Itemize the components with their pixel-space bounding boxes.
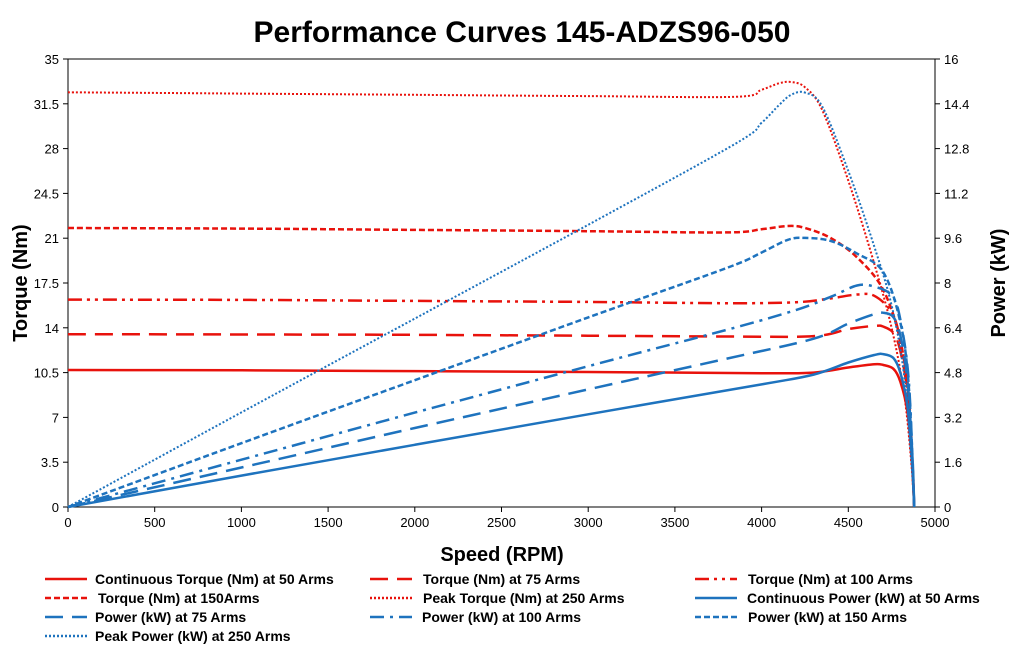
- y-tick-label: 28: [45, 142, 59, 157]
- plot-frame: [67, 58, 936, 508]
- y-tick-label: 31.5: [34, 97, 59, 112]
- legend-item: Continuous Power (kW) at 50 Arms: [695, 590, 980, 606]
- y-tick-label: 17.5: [34, 276, 59, 291]
- legend-label: Torque (Nm) at 150Arms: [98, 590, 260, 606]
- legend-item: Power (kW) at 75 Arms: [45, 609, 246, 625]
- x-tick-label: 500: [144, 515, 166, 530]
- legend-label: Power (kW) at 100 Arms: [422, 609, 581, 625]
- x-tick-label: 0: [64, 515, 71, 530]
- legend-item: Peak Torque (Nm) at 250 Arms: [370, 590, 625, 606]
- y2-tick-label: 1.6: [944, 455, 962, 470]
- x-tick-label: 4000: [747, 515, 776, 530]
- x-tick-label: 3000: [574, 515, 603, 530]
- legend-item: Torque (Nm) at 75 Arms: [370, 571, 580, 587]
- series-line-6: [67, 352, 916, 509]
- x-tick-label: 5000: [921, 515, 950, 530]
- y-tick-label: 24.5: [34, 186, 59, 201]
- x-axis-ticks: 0 500 1000 1500 2000 2500 3000 3500 4000 4500 5000: [64, 507, 949, 530]
- y-axis-ticks: 0 3.5 7 10.5 14 17.5 21 24.5 28 31.5 35: [34, 52, 68, 515]
- legend-item: Power (kW) at 100 Arms: [370, 609, 581, 625]
- x-tick-label: 1000: [227, 515, 256, 530]
- y2-tick-label: 6.4: [944, 321, 962, 336]
- legend-label: Continuous Torque (Nm) at 50 Arms: [95, 571, 334, 587]
- y-tick-label: 35: [45, 52, 59, 67]
- legend-label: Continuous Power (kW) at 50 Arms: [747, 590, 980, 606]
- series-line-5: [67, 80, 916, 508]
- series-line-10: [67, 90, 916, 508]
- y-axis-title: Torque (Nm): [10, 224, 32, 341]
- y-tick-label: 14: [45, 321, 59, 336]
- x-tick-label: 1500: [314, 515, 343, 530]
- legend-item: Torque (Nm) at 100 Arms: [695, 571, 913, 587]
- x-tick-label: 2500: [487, 515, 516, 530]
- series-line-9: [67, 236, 916, 509]
- series-line-1: [67, 362, 916, 508]
- legend-label: Torque (Nm) at 75 Arms: [423, 571, 580, 587]
- legend-label: Power (kW) at 75 Arms: [95, 609, 246, 625]
- series-line-2: [67, 324, 916, 508]
- x-tick-label: 2000: [400, 515, 429, 530]
- series-line-3: [67, 292, 916, 508]
- series-line-7: [67, 311, 916, 509]
- y-tick-label: 0: [52, 500, 59, 515]
- y2-tick-label: 0: [944, 500, 951, 515]
- chart-title: Performance Curves 145-ADZS96-050: [254, 16, 791, 49]
- legend-label: Peak Torque (Nm) at 250 Arms: [423, 590, 625, 606]
- y2-tick-label: 16: [944, 52, 958, 67]
- legend-label: Power (kW) at 150 Arms: [748, 609, 907, 625]
- y2-tick-label: 9.6: [944, 231, 962, 246]
- y2-tick-label: 14.4: [944, 97, 969, 112]
- y2-tick-label: 8: [944, 276, 951, 291]
- y2-tick-label: 11.2: [944, 186, 968, 201]
- plot-area: [67, 58, 936, 508]
- legend: Continuous Torque (Nm) at 50 Arms Torque …: [45, 571, 980, 644]
- legend-item: Power (kW) at 150 Arms: [695, 609, 907, 625]
- series-line-8: [67, 283, 916, 509]
- series-line-4: [67, 224, 916, 508]
- y2-tick-label: 4.8: [944, 366, 962, 381]
- y-tick-label: 3.5: [41, 455, 59, 470]
- y2-axis-ticks: 0 1.6 3.2 4.8 6.4 8 9.6 11.2 12.8 14.4 16: [935, 52, 969, 515]
- x-tick-label: 3500: [660, 515, 689, 530]
- y-tick-label: 10.5: [34, 366, 59, 381]
- legend-item: Peak Power (kW) at 250 Arms: [45, 628, 291, 644]
- x-axis-title: Speed (RPM): [440, 544, 563, 566]
- legend-label: Torque (Nm) at 100 Arms: [748, 571, 913, 587]
- legend-item: Torque (Nm) at 150Arms: [45, 590, 260, 606]
- y2-tick-label: 3.2: [944, 410, 962, 425]
- y2-axis-title: Power (kW): [988, 229, 1010, 338]
- y-tick-label: 21: [45, 231, 59, 246]
- y-tick-label: 7: [52, 410, 59, 425]
- series-lines: [67, 80, 916, 509]
- y2-tick-label: 12.8: [944, 142, 969, 157]
- legend-label: Peak Power (kW) at 250 Arms: [95, 628, 291, 644]
- legend-item: Continuous Torque (Nm) at 50 Arms: [45, 571, 334, 587]
- x-tick-label: 4500: [834, 515, 863, 530]
